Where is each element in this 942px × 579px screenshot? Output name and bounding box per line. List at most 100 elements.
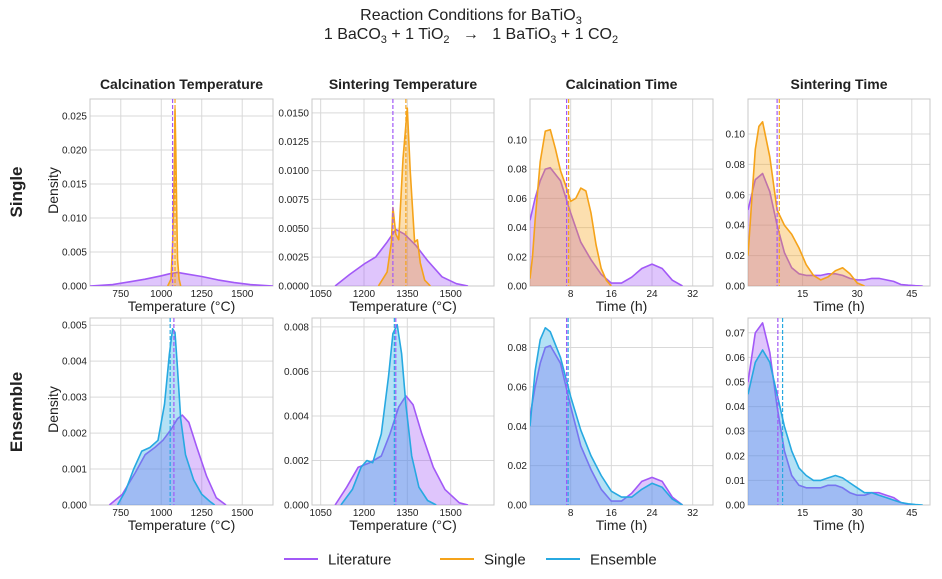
- density-line-ensemble: [530, 327, 683, 505]
- x-tick-label: 15: [797, 289, 809, 300]
- y-tick-label: 0.08: [508, 165, 528, 176]
- y-tick-label: 0.000: [62, 501, 87, 512]
- y-tick-label: 0.002: [62, 429, 87, 440]
- equation-term: → 1 BaTiO: [450, 26, 551, 43]
- x-tick-label: 1000: [150, 289, 173, 300]
- x-tick-label: 15: [797, 508, 809, 519]
- y-tick-label: 0.04: [726, 402, 746, 413]
- subplot: 0.000 0.001 0.002 0.003 0.004 0.005 750 1000 125…: [45, 317, 274, 533]
- x-tick-label: 45: [906, 508, 918, 519]
- subplot: 0.0000 0.0025 0.0050 0.0075 0.0100 0.0125 0.01…: [278, 98, 495, 314]
- y-tick-label: 0.05: [726, 377, 746, 388]
- plot-frame: [529, 317, 714, 506]
- density-line-literature: [90, 271, 273, 286]
- equation-subscript: 2: [612, 34, 618, 46]
- density-area-literature: [335, 395, 468, 505]
- density-line-single: [530, 128, 612, 286]
- y-tick-label: 0.0100: [278, 166, 309, 177]
- y-tick-label: 0.04: [508, 422, 528, 433]
- density-line-literature: [530, 166, 683, 286]
- y-tick-label: 0.06: [508, 382, 528, 393]
- x-tick-label: 1500: [440, 289, 463, 300]
- column-title: Sintering Time: [791, 76, 888, 92]
- y-tick-label: 0.001: [62, 465, 87, 476]
- x-tick-label: 30: [852, 289, 864, 300]
- x-tick-label: 1250: [191, 508, 214, 519]
- equation-term: + 1 CO: [556, 26, 612, 43]
- figure-title: Reaction Conditions for BaTiO3: [360, 7, 582, 27]
- figure-title-subscript: 3: [576, 15, 582, 27]
- y-tick-label: 0.002: [284, 456, 309, 467]
- column-title: Sintering Temperature: [329, 76, 478, 92]
- x-tick-label: 8: [568, 289, 574, 300]
- x-tick-label: 8: [568, 508, 574, 519]
- y-tick-label: 0.06: [726, 353, 746, 364]
- y-tick-label: 0.004: [284, 411, 309, 422]
- x-axis-label: Temperature (°C): [128, 517, 236, 533]
- x-axis-label: Time (h): [813, 517, 865, 533]
- density-area-literature: [748, 322, 916, 505]
- subplot: 0.00 0.02 0.04 0.06 0.08 0.10 15 30 45 Time (h): [726, 98, 931, 314]
- y-tick-label: 0.015: [62, 180, 87, 191]
- row-label: Ensemble: [7, 372, 26, 452]
- x-tick-label: 750: [112, 508, 129, 519]
- equation-term: 1 BaCO: [324, 26, 381, 43]
- density-line-ensemble: [116, 328, 216, 505]
- density-area-literature: [109, 415, 226, 505]
- x-tick-label: 1500: [231, 289, 254, 300]
- y-tick-label: 0.0125: [278, 137, 309, 148]
- plot-area: [530, 318, 713, 505]
- subplot: 0.000 0.002 0.004 0.006 0.008 1050 1200 1350 150…: [284, 317, 495, 533]
- row-label: Single: [7, 166, 26, 217]
- density-area-ensemble: [117, 328, 215, 505]
- column-title: Calcination Temperature: [100, 76, 263, 92]
- legend: Literature Single Ensemble: [284, 552, 657, 569]
- y-tick-label: 0.000: [62, 282, 87, 293]
- y-axis-label: Density: [45, 386, 61, 433]
- x-axis-label: Temperature (°C): [128, 298, 236, 314]
- x-axis-label: Temperature (°C): [349, 298, 457, 314]
- x-tick-label: 1200: [353, 508, 376, 519]
- y-axis-label: Density: [45, 167, 61, 214]
- y-tick-label: 0.005: [62, 248, 87, 259]
- legend-label: Ensemble: [590, 552, 657, 569]
- x-tick-label: 1500: [440, 508, 463, 519]
- plot-area: [748, 99, 930, 286]
- subplot: 0.00 0.02 0.04 0.06 0.08 8 16 24 32 Time (h): [508, 317, 714, 533]
- series-group: [334, 323, 469, 505]
- x-axis-label: Time (h): [596, 298, 648, 314]
- y-tick-label: 0.02: [726, 251, 746, 262]
- density-line-ensemble: [748, 349, 923, 505]
- y-tick-label: 0.020: [62, 146, 87, 157]
- series-group: [108, 328, 227, 505]
- plot-frame: [747, 317, 931, 506]
- x-tick-label: 1350: [396, 289, 419, 300]
- x-tick-label: 1050: [310, 289, 333, 300]
- density-line-literature: [334, 228, 469, 286]
- series-group: [334, 107, 469, 286]
- x-axis-label: Time (h): [596, 517, 648, 533]
- equation-term: + 1 TiO: [387, 26, 443, 43]
- plot-area: [312, 99, 494, 286]
- y-tick-label: 0.0000: [278, 282, 309, 293]
- equation-subscript: 3: [550, 34, 556, 46]
- figure-title-text: Reaction Conditions for BaTiO: [360, 7, 576, 24]
- y-tick-label: 0.0075: [278, 195, 309, 206]
- x-tick-label: 45: [906, 289, 918, 300]
- y-tick-label: 0.10: [508, 135, 528, 146]
- plot-frame: [747, 98, 931, 287]
- y-tick-label: 0.08: [508, 343, 528, 354]
- y-tick-label: 0.00: [508, 282, 528, 293]
- x-axis-label: Temperature (°C): [349, 517, 457, 533]
- y-tick-label: 0.04: [508, 223, 528, 234]
- y-tick-label: 0.00: [726, 282, 746, 293]
- density-area-literature: [748, 173, 923, 286]
- y-tick-label: 0.003: [62, 393, 87, 404]
- density-line-ensemble: [340, 323, 437, 505]
- equation-subscript: 3: [381, 34, 387, 46]
- y-tick-label: 0.06: [726, 190, 746, 201]
- x-tick-label: 750: [112, 289, 129, 300]
- y-tick-label: 0.006: [284, 367, 309, 378]
- legend-label: Single: [484, 552, 526, 569]
- density-area-literature: [335, 229, 468, 286]
